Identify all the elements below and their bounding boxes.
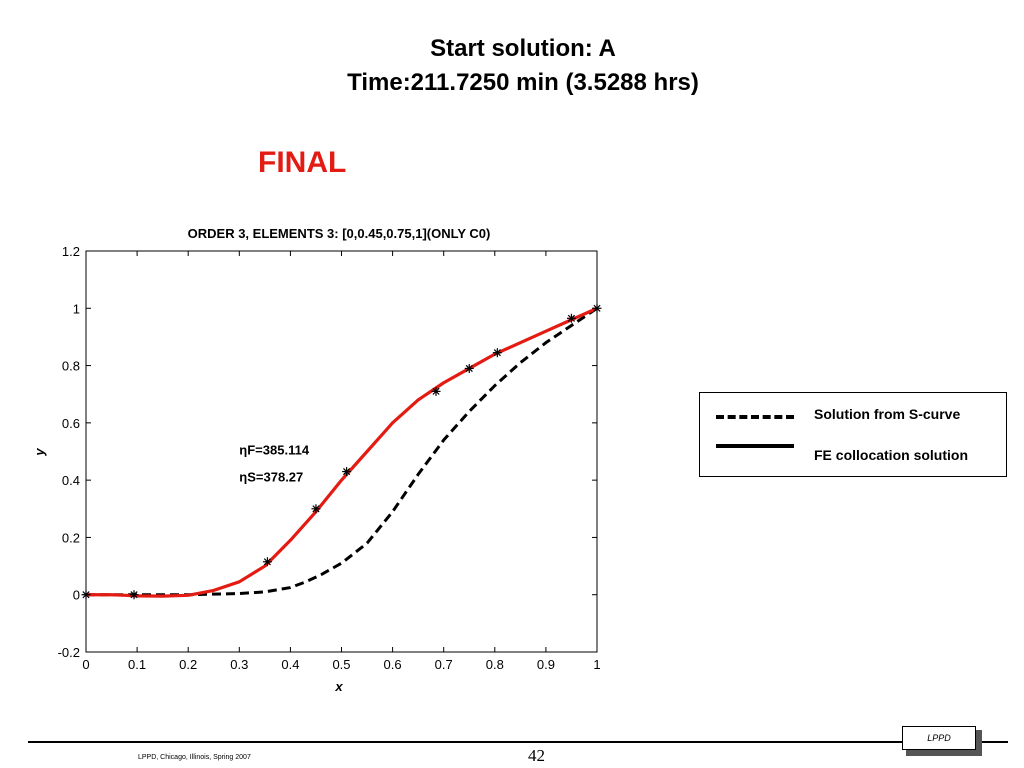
line-chart: ORDER 3, ELEMENTS 3: [0,0.45,0.75,1](ONL… [32,226,602,694]
legend-label: Solution from S-curve [814,406,961,422]
footer-divider [28,741,1008,743]
slide-title-line-1: Start solution: A [430,35,616,62]
legend-label: FE collocation solution [814,447,968,463]
y-tick-label: 1 [73,301,80,316]
legend-item-s-curve: Solution from S-curve [700,406,1008,426]
asterisk-marker [566,313,576,323]
y-tick-label: 1.2 [62,244,80,259]
x-tick-label: 0.1 [128,657,146,672]
fe-collocation-solid-line [86,306,598,598]
asterisk-marker [262,557,272,567]
asterisk-marker [81,590,91,600]
legend: Solution from S-curve FE collocation sol… [699,392,1007,477]
dashed-line-swatch [716,415,794,419]
x-tick-label: 0.8 [486,657,504,672]
x-axis-label: x [334,679,343,694]
x-tick-label: 0.2 [179,657,197,672]
eta-annotation: ηS=378.27 [239,470,303,485]
x-tick-label: 0.7 [435,657,453,672]
asterisk-marker [592,303,602,313]
legend-item-fe-collocation: FE collocation solution [700,444,1008,467]
x-tick-label: 1 [593,657,600,672]
lppd-logo: LPPD [902,726,976,750]
y-tick-label: 0.6 [62,416,80,431]
y-tick-label: 0.8 [62,359,80,374]
x-tick-label: 0.9 [537,657,555,672]
s-curve-dashed-line [86,307,598,597]
x-tick-label: 0.6 [384,657,402,672]
y-axis-label: y [32,448,47,457]
asterisk-marker [129,590,139,600]
chart-title: ORDER 3, ELEMENTS 3: [0,0.45,0.75,1](ONL… [188,226,491,241]
asterisk-marker [492,348,502,358]
slide-title-line-2: Time:211.7250 min (3.5288 hrs) [347,69,699,96]
x-tick-label: 0.4 [281,657,299,672]
plot-frame [85,250,598,653]
eta-annotation: ηF=385.114 [239,442,310,457]
y-tick-label: 0.2 [62,530,80,545]
page-number: 42 [528,746,545,765]
footer-text: LPPD, Chicago, Illinois, Spring 2007 [138,754,251,761]
x-tick-label: 0.5 [332,657,350,672]
final-label: FINAL [258,146,347,179]
y-tick-label: 0 [73,588,80,603]
asterisk-marker [311,504,321,514]
solid-line-swatch [716,444,794,448]
asterisk-marker [431,386,441,396]
x-tick-label: 0.3 [230,657,248,672]
y-tick-label: 0.4 [62,473,80,488]
y-tick-label: -0.2 [58,645,80,660]
asterisk-marker [464,363,474,373]
x-tick-label: 0 [82,657,89,672]
asterisk-marker [342,467,352,477]
